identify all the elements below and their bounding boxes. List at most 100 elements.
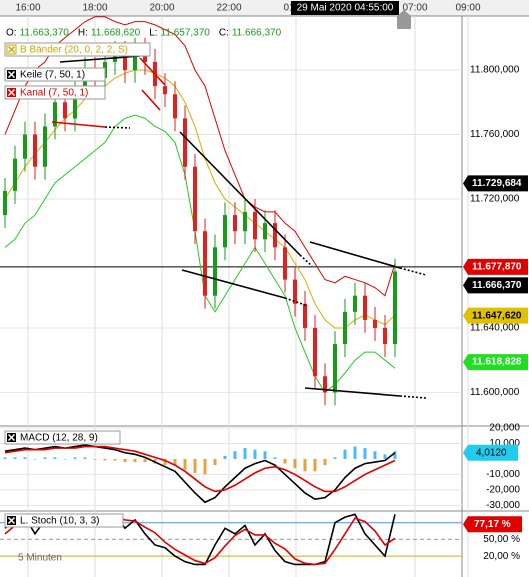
trend-lines — [51, 55, 427, 399]
checkbox-x — [7, 70, 16, 79]
value-badge-label: 77,17 % — [474, 519, 511, 530]
histogram-bar — [213, 458, 217, 466]
histogram-bar — [283, 458, 287, 464]
candle-body — [53, 102, 57, 127]
channel-line — [51, 121, 106, 128]
time-label: 16:00 — [15, 3, 40, 14]
histogram-bar — [53, 457, 57, 459]
time-label: 18:00 — [82, 3, 107, 14]
histogram-bar — [393, 451, 397, 459]
candle-body — [303, 303, 307, 328]
candle-body — [393, 271, 397, 345]
time-label: 07:00 — [402, 3, 427, 14]
series-line — [4, 69, 396, 329]
trend-line — [399, 395, 427, 399]
histogram-bar — [183, 458, 187, 470]
histogram-bar — [93, 458, 97, 460]
candle-body — [283, 247, 287, 280]
checkbox-x — [7, 516, 16, 525]
trend-line — [299, 254, 313, 267]
channel-line — [141, 89, 161, 111]
candle-body — [203, 231, 207, 296]
histogram-bar — [173, 458, 177, 466]
candle-body — [63, 102, 67, 119]
series-line — [4, 114, 396, 394]
candle-body — [133, 50, 137, 71]
price-badge — [463, 277, 528, 294]
histogram-bar — [143, 458, 147, 463]
candle-body — [363, 295, 367, 320]
histogram-bar — [193, 458, 197, 473]
candle-body — [293, 279, 297, 304]
histogram-bar — [233, 451, 237, 459]
histogram-bar — [123, 458, 127, 463]
indicator-label: Keile (7, 50, 1) — [20, 70, 85, 81]
histogram-bar — [323, 458, 327, 466]
candle-body — [223, 215, 227, 248]
y-tick-label: -30,000 — [486, 500, 520, 511]
candle-body — [323, 376, 327, 393]
price-badge-label: 11.677,870 — [472, 262, 522, 273]
time-axis-bar — [0, 0, 529, 16]
y-tick-label: 10,000 — [489, 438, 520, 449]
value-axis: 11.800,000 11.760,000 11.720,000 11.640,000… — [463, 65, 528, 562]
histogram-bar — [13, 457, 17, 459]
time-label: 22:00 — [216, 3, 241, 14]
trend-line — [304, 387, 401, 397]
candle-body — [173, 94, 177, 119]
histogram-bar — [243, 448, 247, 459]
channel-line — [104, 126, 131, 129]
trend-line — [309, 241, 401, 269]
histogram-bar — [73, 457, 77, 459]
histogram-bar — [333, 457, 337, 459]
legend-box — [4, 85, 106, 100]
value-badge — [463, 516, 522, 533]
legend-box — [4, 42, 151, 57]
price-badge-label: 11.618,828 — [472, 357, 522, 368]
price-badge-label: 11.647,620 — [472, 310, 522, 321]
trend-line — [59, 55, 141, 63]
cursor-marker — [397, 10, 411, 29]
histogram-bar — [63, 458, 67, 460]
histogram-bar — [353, 446, 357, 459]
y-tick-label: 20,00 % — [483, 551, 520, 562]
time-label: 20:00 — [149, 3, 174, 14]
y-tick-label: 11.800,000 — [470, 65, 520, 76]
indicator-boxes: B Bänder (20, 0, 2, 2, S) Keile (7, 50, … — [4, 42, 151, 564]
candle-body — [13, 158, 17, 191]
price-badge — [463, 175, 528, 192]
y-tick-label: 50,00 % — [483, 534, 520, 545]
y-tick-label: 20,000 — [489, 423, 520, 434]
candle-body — [183, 118, 187, 167]
candle-body — [233, 215, 237, 232]
histogram-bar — [383, 454, 387, 459]
candle-body — [23, 134, 27, 159]
ohlc-label: H: — [78, 28, 88, 39]
time-label: 09:00 — [455, 3, 480, 14]
price-badge — [463, 258, 528, 275]
legend-box — [4, 513, 124, 528]
candle-body — [213, 247, 217, 296]
value-badge — [463, 444, 518, 461]
candle-body — [253, 211, 257, 240]
histogram-bar — [313, 458, 317, 472]
ohlc-label: C: — [219, 28, 229, 39]
ohlc-value: 11.666,370 — [232, 28, 282, 39]
price-badge — [463, 354, 528, 371]
trend-line — [179, 131, 301, 256]
histogram-bar — [253, 449, 257, 459]
candle-body — [73, 86, 77, 119]
histogram-bar — [113, 458, 117, 461]
ohlc-value: 11.668,620 — [91, 28, 141, 39]
candle-body — [343, 311, 347, 345]
histogram-bar — [103, 458, 107, 461]
checkbox-x — [7, 88, 16, 97]
histogram-bar — [3, 457, 7, 459]
candle-body — [333, 344, 337, 393]
histogram-bar — [363, 448, 367, 459]
histogram-bar — [133, 458, 137, 463]
trend-line — [399, 267, 427, 276]
histogram-bar — [33, 458, 37, 460]
